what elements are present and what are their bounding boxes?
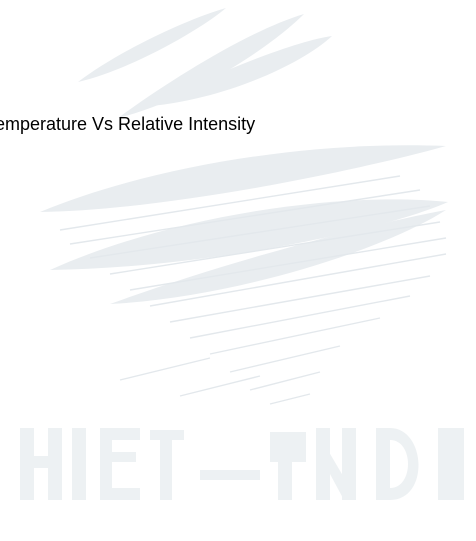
caption-text: Temperature Vs Relative Intensity <box>0 114 256 134</box>
